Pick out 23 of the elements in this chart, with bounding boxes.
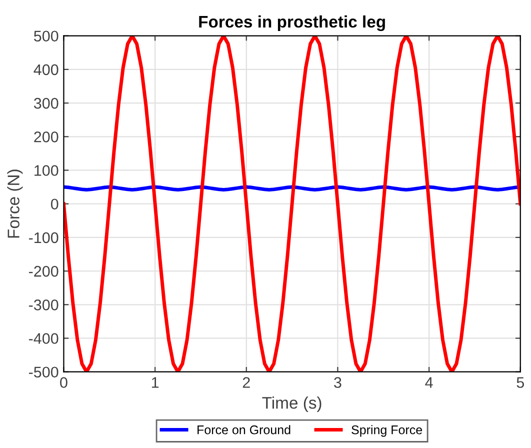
- x-tick-label: 3: [334, 377, 342, 388]
- y-tick-label: 300: [34, 98, 58, 109]
- y-tick-label: -400: [28, 333, 58, 344]
- y-tick-label: -100: [28, 232, 58, 244]
- x-tick-label: 0: [60, 377, 68, 388]
- legend-label: Spring Force: [352, 425, 422, 437]
- y-tick-label: 400: [34, 64, 58, 76]
- y-tick-label: 200: [34, 132, 58, 142]
- y-tick-label: 0: [50, 198, 58, 210]
- chart-title: Forces in prosthetic leg: [199, 15, 385, 32]
- line-series: [64, 36, 520, 372]
- x-tick-label: 4: [425, 377, 433, 388]
- x-tick-label: 2: [242, 377, 250, 388]
- y-tick-label: -500: [28, 366, 58, 378]
- x-axis-title: Time (s): [262, 396, 322, 412]
- y-tick-label: -200: [28, 266, 58, 277]
- legend-label: Force on Ground: [198, 425, 290, 434]
- y-tick-label: 500: [34, 30, 58, 42]
- x-tick-label: 5: [516, 377, 524, 388]
- x-tick-label: 1: [152, 377, 159, 388]
- y-tick-label: -300: [28, 300, 58, 310]
- y-tick-label: 100: [34, 165, 58, 176]
- y-axis-title: Force (N): [7, 170, 23, 238]
